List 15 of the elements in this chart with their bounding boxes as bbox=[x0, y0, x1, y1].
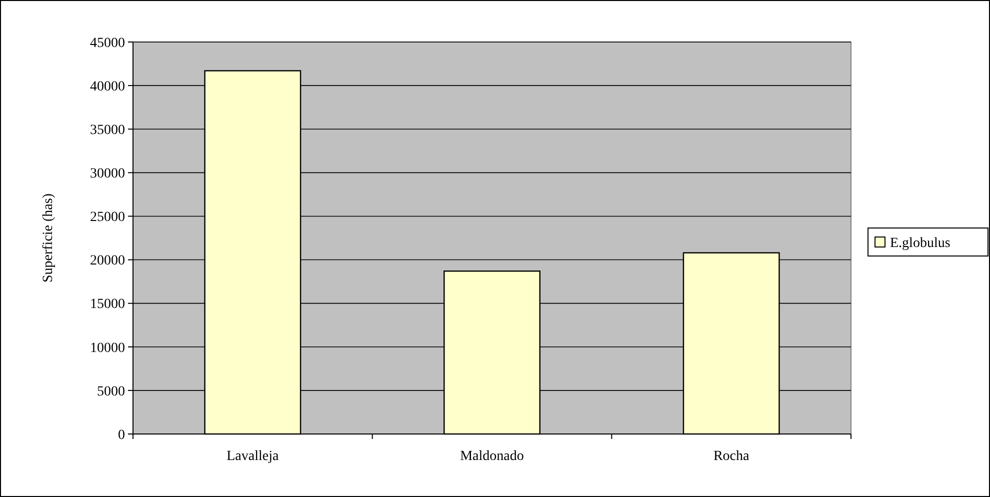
y-tick-label: 15000 bbox=[90, 297, 125, 312]
y-tick-label: 10000 bbox=[90, 340, 125, 356]
y-tick-label: 45000 bbox=[90, 36, 125, 51]
x-tick-label: Rocha bbox=[713, 449, 750, 464]
y-tick-label: 35000 bbox=[90, 123, 125, 138]
y-tick-label: 20000 bbox=[90, 254, 125, 269]
y-tick-label: 40000 bbox=[90, 79, 125, 94]
y-tick-label: 25000 bbox=[90, 210, 125, 226]
y-tick-label: 30000 bbox=[90, 166, 125, 182]
y-tick-label: 0 bbox=[118, 428, 125, 443]
y-axis-title: Superficie (has) bbox=[41, 193, 56, 283]
x-tick-label: Lavalleja bbox=[226, 449, 280, 464]
y-tick-label: 5000 bbox=[97, 384, 125, 400]
legend-label: E.globulus bbox=[890, 236, 950, 251]
x-tick-label: Maldonado bbox=[460, 449, 524, 464]
